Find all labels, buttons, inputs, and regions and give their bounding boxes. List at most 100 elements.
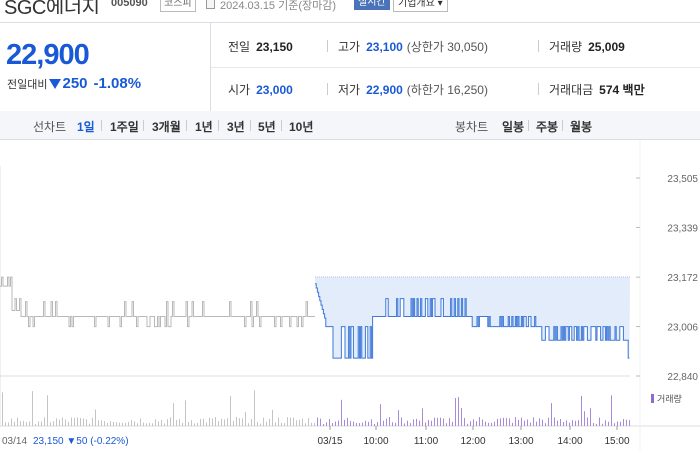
volume-bar	[479, 417, 480, 426]
separator	[528, 120, 529, 131]
x-tick-label: 10:00	[363, 436, 388, 447]
volume-bar	[140, 418, 141, 426]
tab-period-3m[interactable]: 3개월	[152, 120, 181, 134]
stock-header: SGC에너지 005090 코스피 2024.03.15 기준(장마감) 실시간…	[0, 0, 700, 14]
volume-bar	[26, 422, 27, 426]
volume-bar	[581, 395, 582, 426]
low-value: 22,900	[366, 83, 403, 97]
volume-bar	[620, 421, 621, 426]
volume-bar	[302, 418, 303, 426]
volume-bar	[110, 421, 111, 426]
volume-bar	[35, 423, 36, 426]
volume-bar	[458, 397, 459, 426]
volume-bar	[221, 418, 222, 426]
prev-day-change: 50	[76, 436, 88, 447]
volume-bar	[506, 418, 507, 426]
prev-day-change-pct: (-0.22%)	[90, 436, 128, 447]
volume-bar	[101, 420, 102, 426]
volume-bar	[605, 420, 606, 426]
x-tick-label: 14:00	[557, 436, 582, 447]
volume-bar	[428, 419, 429, 426]
volume-bar	[281, 422, 282, 426]
volume-bar	[278, 417, 279, 426]
volume-bar	[119, 422, 120, 426]
corp-info-dropdown[interactable]: 기업개요 ▾	[393, 0, 448, 12]
volume-bar	[461, 407, 462, 426]
chart-period-bar: 선차트 1일 1주일 3개월 1년 3년 5년 10년 봉차트 일봉 주봉 월봉	[0, 111, 700, 140]
volume-bar	[227, 417, 228, 426]
volume-bar	[395, 422, 396, 426]
volume-bar	[545, 423, 546, 426]
low-label: 저가	[338, 83, 361, 97]
corp-info-label: 기업개요	[398, 0, 435, 9]
volume-bar	[164, 423, 165, 426]
as-of-date: 2024.03.15 기준(장마감)	[220, 0, 337, 12]
volume-bar	[5, 422, 6, 426]
volume-bar	[200, 418, 201, 426]
tab-period-3y[interactable]: 3년	[227, 120, 245, 134]
volume-bar	[629, 420, 630, 426]
volume-bar	[455, 397, 456, 426]
volume-bar	[587, 417, 588, 426]
tab-period-1d[interactable]: 1일	[77, 120, 95, 134]
volume-bar	[392, 422, 393, 426]
volume-bar	[398, 410, 399, 426]
volume-bar	[518, 419, 519, 426]
volume-bar	[422, 408, 423, 426]
tab-period-10y[interactable]: 10년	[289, 120, 314, 134]
down-triangle-icon: ▼	[66, 436, 76, 447]
volume-bar	[326, 422, 327, 426]
volume-bar	[194, 423, 195, 426]
volume-bar	[380, 404, 381, 426]
volume-bar	[95, 409, 96, 426]
tab-period-5y[interactable]: 5년	[258, 120, 276, 134]
volume-bar	[203, 418, 204, 426]
volume-bar	[353, 421, 354, 426]
volume-bar	[470, 421, 471, 426]
volume-bar	[608, 421, 609, 426]
tab-candle-monthly[interactable]: 월봉	[570, 120, 593, 134]
volume-bar	[98, 420, 99, 426]
volume-bar	[248, 423, 249, 426]
volume-bar	[233, 420, 234, 426]
volume-bar	[590, 408, 591, 426]
open-label: 시가	[228, 83, 251, 97]
volume-bar	[368, 421, 369, 426]
volume-bar	[596, 423, 597, 426]
volume-bar	[44, 417, 45, 426]
volume-bar	[623, 419, 624, 426]
volume-bar	[386, 418, 387, 426]
volume-bar	[107, 422, 108, 426]
y-tick-label: 23,339	[667, 223, 698, 234]
volume-bar	[209, 417, 210, 426]
price-chart[interactable]: 23,505 23,339 23,172 23,006 22,840 03/15 10:0…	[0, 140, 700, 450]
tab-period-1w[interactable]: 1주일	[110, 120, 139, 134]
volume-bar	[17, 417, 18, 426]
volume-bar	[413, 419, 414, 426]
volume-bar	[557, 420, 558, 426]
lower-limit: (하한가 16,250)	[406, 83, 488, 97]
volume-bar	[578, 420, 579, 426]
volume-bar	[224, 419, 225, 426]
prev-close-value: 23,150	[256, 40, 293, 54]
tab-candle-daily[interactable]: 일봉	[502, 120, 525, 134]
divider	[211, 67, 700, 68]
volume-bar	[320, 418, 321, 426]
volume-bar	[374, 423, 375, 426]
volume-bar	[50, 422, 51, 426]
volume-bar	[512, 422, 513, 426]
company-name[interactable]: SGC에너지	[4, 0, 100, 14]
volume-bar	[29, 421, 30, 426]
volume-bar	[179, 418, 180, 426]
tab-period-1y[interactable]: 1년	[195, 120, 213, 134]
separator	[101, 120, 102, 131]
high-value: 23,100	[366, 40, 403, 54]
tab-candle-weekly[interactable]: 주봉	[536, 120, 559, 134]
line-chart-label: 선차트	[33, 120, 67, 134]
separator	[281, 120, 282, 131]
volume-bar	[263, 417, 264, 426]
volume-bar	[38, 421, 39, 426]
volume-bar	[614, 423, 615, 426]
realtime-button[interactable]: 실시간	[354, 0, 390, 10]
volume-bar	[275, 422, 276, 426]
